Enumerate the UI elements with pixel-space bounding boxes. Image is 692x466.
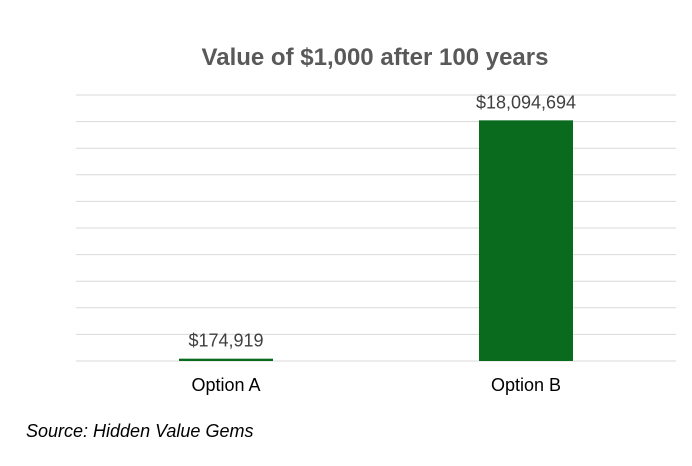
bars bbox=[179, 120, 573, 361]
data-labels: $174,919 $18,094,694 bbox=[188, 92, 576, 350]
source-note: Source: Hidden Value Gems bbox=[26, 421, 254, 441]
bar-option-a bbox=[179, 358, 273, 361]
gridlines bbox=[76, 94, 676, 362]
category-label: Option A bbox=[191, 375, 260, 395]
chart-title: Value of $1,000 after 100 years bbox=[202, 44, 549, 71]
category-labels: Option A Option B bbox=[191, 375, 561, 395]
category-label: Option B bbox=[491, 375, 561, 395]
bar-option-b bbox=[479, 120, 573, 361]
data-label: $18,094,694 bbox=[476, 92, 576, 112]
data-label: $174,919 bbox=[188, 331, 263, 351]
